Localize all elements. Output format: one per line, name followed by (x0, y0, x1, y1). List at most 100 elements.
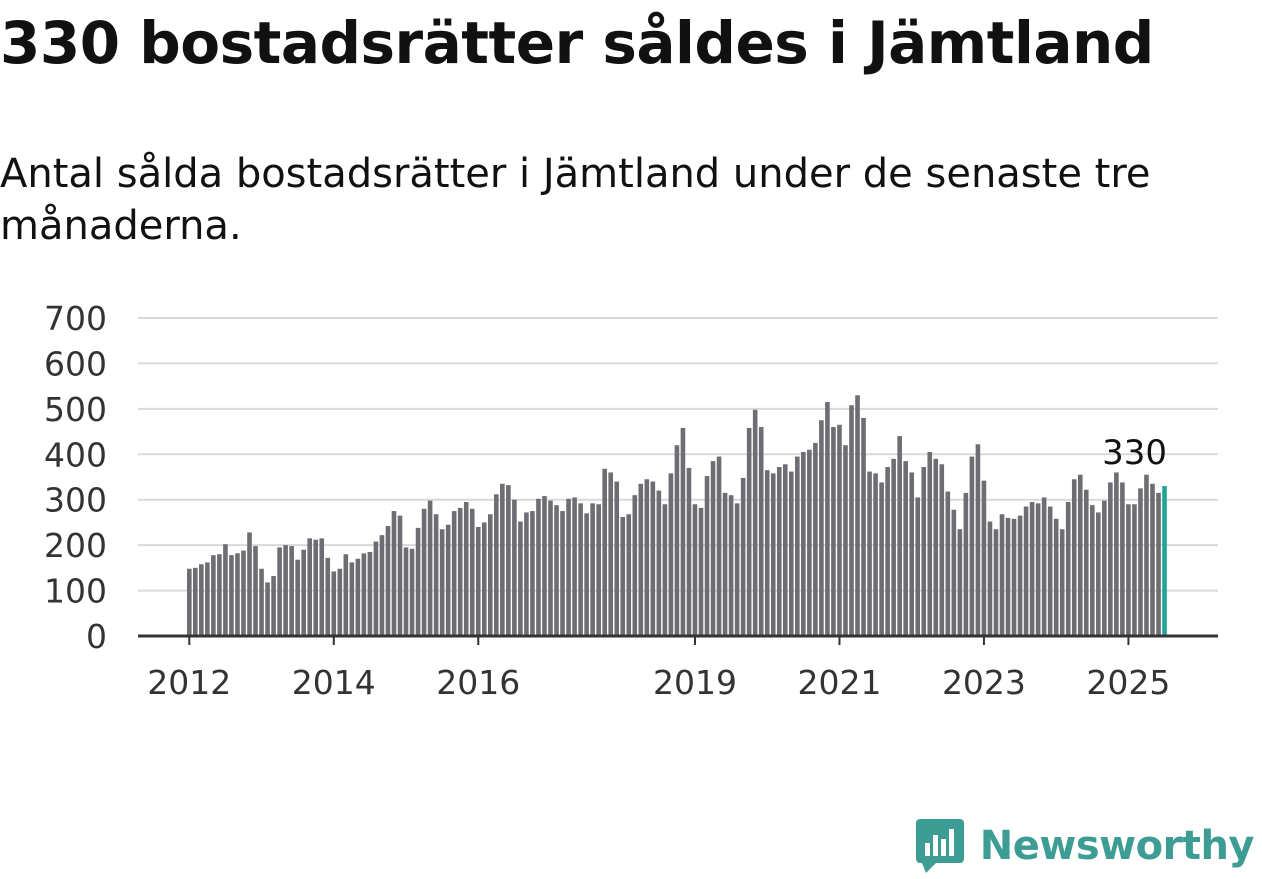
bar (1023, 506, 1029, 636)
bar (1102, 500, 1107, 636)
bar (843, 445, 848, 636)
bar (927, 452, 933, 636)
bar (776, 467, 782, 636)
bar (367, 551, 373, 636)
bar (626, 514, 632, 636)
bar (295, 559, 300, 636)
bar (277, 547, 282, 636)
bar (710, 461, 716, 636)
bar (825, 402, 830, 636)
bar (849, 405, 854, 636)
bar (752, 409, 758, 636)
bar (313, 539, 319, 636)
bar (379, 535, 385, 636)
bar (542, 496, 547, 636)
bar (602, 468, 607, 636)
bar (819, 420, 824, 636)
bar (1071, 479, 1077, 636)
y-tick-label: 600 (44, 344, 107, 383)
bar (481, 522, 487, 636)
bar (885, 467, 890, 636)
bar (716, 456, 722, 636)
bar (795, 456, 800, 636)
bar (951, 509, 957, 636)
bar (758, 427, 764, 636)
newsworthy-logo-icon (915, 819, 964, 873)
bar (596, 504, 601, 636)
bar (205, 562, 210, 636)
bar (993, 529, 999, 636)
bar (1144, 474, 1149, 636)
bar (307, 538, 312, 636)
bar (957, 529, 963, 636)
bar (397, 515, 403, 636)
y-tick-label: 0 (86, 617, 107, 656)
bar (692, 504, 698, 636)
bar (608, 472, 613, 636)
y-tick-label: 200 (44, 526, 107, 565)
bar (1156, 492, 1161, 636)
bar (1150, 483, 1155, 636)
bar (1138, 488, 1143, 636)
bar (223, 544, 228, 636)
bar (343, 554, 349, 636)
bar (1114, 472, 1119, 636)
bar (764, 470, 770, 636)
bar (530, 511, 535, 636)
bar (427, 500, 433, 636)
bar (1047, 506, 1053, 636)
x-axis-ticks: 2012 2014 2016 2019 2021 2023 2025 (147, 636, 1170, 702)
bar (746, 427, 752, 636)
bar (229, 555, 234, 636)
bar (867, 471, 872, 636)
bar (572, 497, 577, 636)
bar (494, 494, 499, 636)
bar (861, 417, 866, 636)
bar (897, 436, 902, 636)
bar (789, 471, 794, 636)
bar (909, 472, 914, 636)
bar (319, 538, 325, 636)
bar (981, 480, 987, 636)
x-tick-label: 2019 (653, 663, 737, 702)
bar (939, 464, 945, 636)
bar (680, 427, 686, 636)
bar (391, 511, 397, 636)
bar (1077, 474, 1083, 636)
bar (560, 511, 565, 636)
y-tick-label: 100 (44, 572, 107, 611)
bar (1029, 501, 1035, 636)
bar (548, 500, 553, 636)
bar (945, 491, 951, 636)
bar (1120, 482, 1125, 636)
bar (963, 492, 969, 636)
bar (879, 482, 884, 636)
bar (421, 508, 427, 636)
bar (975, 444, 981, 636)
bar (891, 458, 896, 636)
bar (1041, 497, 1047, 636)
x-tick-label: 2023 (942, 663, 1026, 702)
bar (337, 568, 343, 636)
bar (1090, 505, 1095, 636)
bar (686, 467, 692, 636)
bar (445, 524, 451, 636)
brand-name: Newsworthy (979, 823, 1255, 869)
bar (590, 503, 595, 636)
bar (770, 473, 776, 636)
bar (782, 464, 788, 636)
bar (1005, 517, 1011, 636)
bar (578, 503, 583, 636)
bar (433, 514, 439, 636)
bar (915, 497, 921, 636)
bar (289, 546, 294, 636)
bar (969, 456, 975, 636)
bar (439, 529, 445, 636)
bar-highlight (1162, 486, 1167, 636)
x-tick-label: 2021 (797, 663, 881, 702)
bar (1126, 504, 1131, 636)
bar (259, 568, 264, 636)
bar (1096, 512, 1101, 636)
bar (403, 547, 409, 636)
